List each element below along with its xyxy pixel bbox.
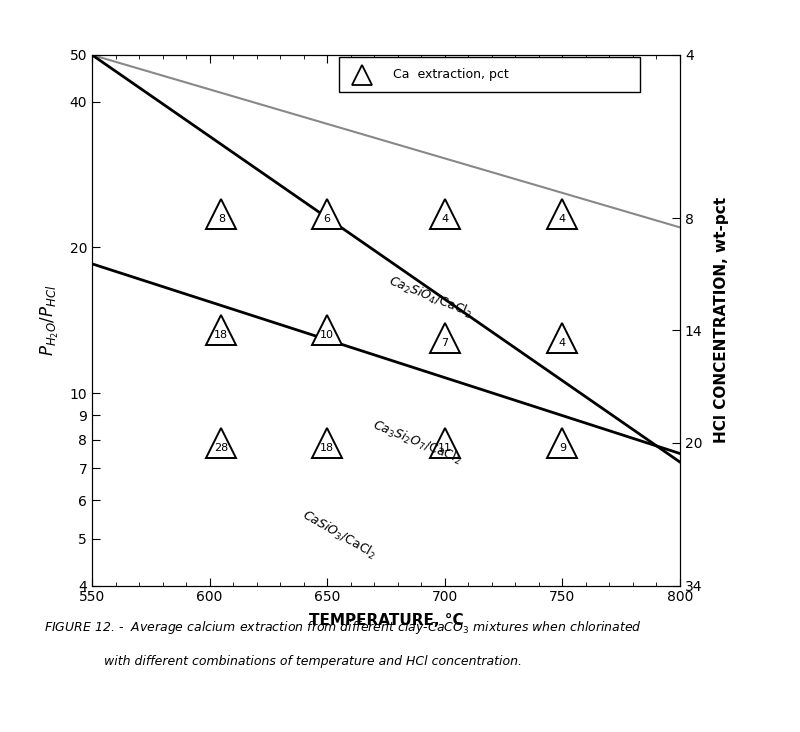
Text: FIGURE 12. -  Average calcium extraction from different clay-CaCO$_3$ mixtures w: FIGURE 12. - Average calcium extraction …	[44, 619, 642, 635]
Text: $Ca_2SiO_4$/CaCl$_2$: $Ca_2SiO_4$/CaCl$_2$	[386, 273, 474, 321]
Text: 10: 10	[320, 330, 334, 340]
Text: 4: 4	[559, 214, 566, 224]
Text: $Ca_3Si_2O_7$/CaCl$_2$: $Ca_3Si_2O_7$/CaCl$_2$	[370, 417, 463, 468]
Bar	[339, 57, 640, 92]
Y-axis label: $P_{H_2O}$/$P_{HCl}$: $P_{H_2O}$/$P_{HCl}$	[39, 285, 61, 356]
Text: 4: 4	[559, 338, 566, 348]
X-axis label: TEMPERATURE, °C: TEMPERATURE, °C	[309, 613, 463, 628]
Text: $CaSiO_3$/CaCl$_2$: $CaSiO_3$/CaCl$_2$	[299, 507, 379, 562]
Text: Ca  extraction, pct: Ca extraction, pct	[393, 68, 509, 81]
Text: 11: 11	[438, 443, 452, 453]
Text: 9: 9	[559, 443, 566, 453]
Text: 18: 18	[320, 443, 334, 453]
Text: 28: 28	[214, 443, 229, 453]
Text: 6: 6	[324, 214, 330, 224]
Text: 4: 4	[442, 214, 448, 224]
Y-axis label: HCl CONCENTRATION, wt-pct: HCl CONCENTRATION, wt-pct	[714, 197, 729, 444]
Text: 7: 7	[442, 338, 448, 348]
Text: 18: 18	[214, 330, 229, 340]
Text: with different combinations of temperature and HCl concentration.: with different combinations of temperatu…	[104, 655, 522, 668]
Text: 8: 8	[218, 214, 225, 224]
